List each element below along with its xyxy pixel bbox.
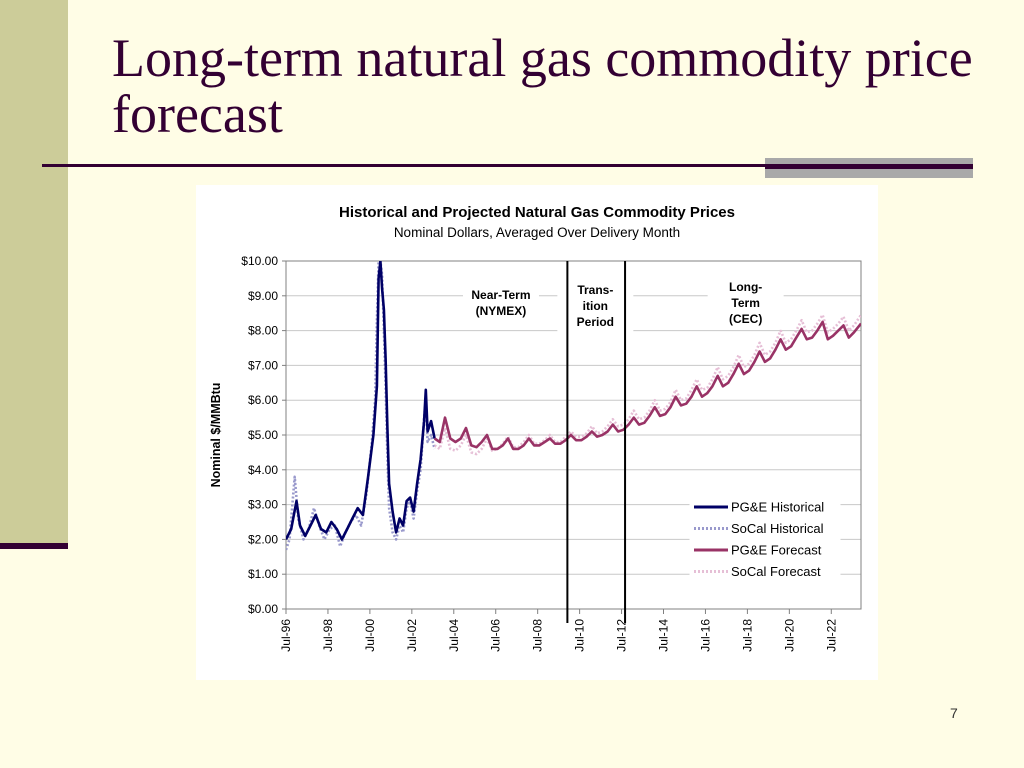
y-tick-label: $6.00: [248, 393, 278, 407]
title-rule-accent-line: [765, 166, 973, 169]
chart-subtitle: Nominal Dollars, Averaged Over Delivery …: [394, 225, 680, 240]
x-tick-label: Jul-98: [321, 619, 335, 652]
y-tick-label: $7.00: [248, 358, 278, 372]
y-axis-label: Nominal $/MMBtu: [209, 383, 223, 488]
x-tick-label: Jul-04: [447, 619, 461, 652]
y-tick-label: $0.00: [248, 602, 278, 616]
annotation-box: [557, 279, 634, 334]
slide-title: Long-term natural gas commodity price fo…: [112, 28, 973, 144]
legend-label: PG&E Forecast: [731, 543, 822, 558]
x-tick-label: Jul-00: [363, 619, 377, 652]
annotation-box: [707, 275, 784, 330]
annotation-label: Term: [731, 296, 759, 310]
annotation-label: Trans-: [577, 283, 613, 297]
series-line-socal-forecast: [433, 313, 861, 456]
legend-label: SoCal Historical: [731, 521, 824, 536]
series-line-pg-e-historical: [286, 261, 436, 541]
plot-area-frame: [285, 260, 862, 610]
y-tick-label: $3.00: [248, 498, 278, 512]
annotation-label: (CEC): [729, 312, 762, 326]
slide-number: 7: [950, 705, 958, 721]
x-tick-label: Jul-96: [279, 619, 293, 652]
legend-label: PG&E Historical: [731, 500, 824, 515]
annotation-label: ition: [583, 299, 608, 313]
y-tick-label: $10.00: [241, 254, 278, 268]
sidebar-band: [0, 0, 68, 548]
y-tick-label: $8.00: [248, 324, 278, 338]
x-tick-label: Jul-10: [573, 619, 587, 652]
chart-panel: Historical and Projected Natural Gas Com…: [196, 185, 878, 680]
annotation-label: (NYMEX): [476, 304, 527, 318]
x-tick-label: Jul-08: [531, 619, 545, 652]
x-tick-label: Jul-16: [698, 619, 712, 652]
y-tick-label: $4.00: [248, 463, 278, 477]
x-tick-label: Jul-18: [740, 619, 754, 652]
y-tick-label: $9.00: [248, 289, 278, 303]
x-tick-label: Jul-22: [824, 619, 838, 652]
legend-label: SoCal Forecast: [731, 564, 821, 579]
series-line-pg-e-forecast: [433, 320, 861, 451]
chart-title: Historical and Projected Natural Gas Com…: [339, 204, 735, 221]
sidebar-cap: [0, 543, 68, 549]
x-tick-label: Jul-06: [489, 619, 503, 652]
y-tick-label: $5.00: [248, 428, 278, 442]
x-tick-label: Jul-02: [405, 619, 419, 652]
y-tick-label: $2.00: [248, 532, 278, 546]
annotation-label: Near-Term: [471, 288, 530, 302]
y-tick-label: $1.00: [248, 567, 278, 581]
annotation-box: [462, 283, 539, 322]
annotation-label: Long-: [729, 280, 762, 294]
title-rule: [42, 164, 973, 167]
price-chart: Historical and Projected Natural Gas Com…: [209, 204, 862, 652]
annotation-label: Period: [577, 315, 614, 329]
x-tick-label: Jul-12: [615, 619, 629, 652]
x-tick-label: Jul-14: [657, 619, 671, 652]
x-tick-label: Jul-20: [782, 619, 796, 652]
